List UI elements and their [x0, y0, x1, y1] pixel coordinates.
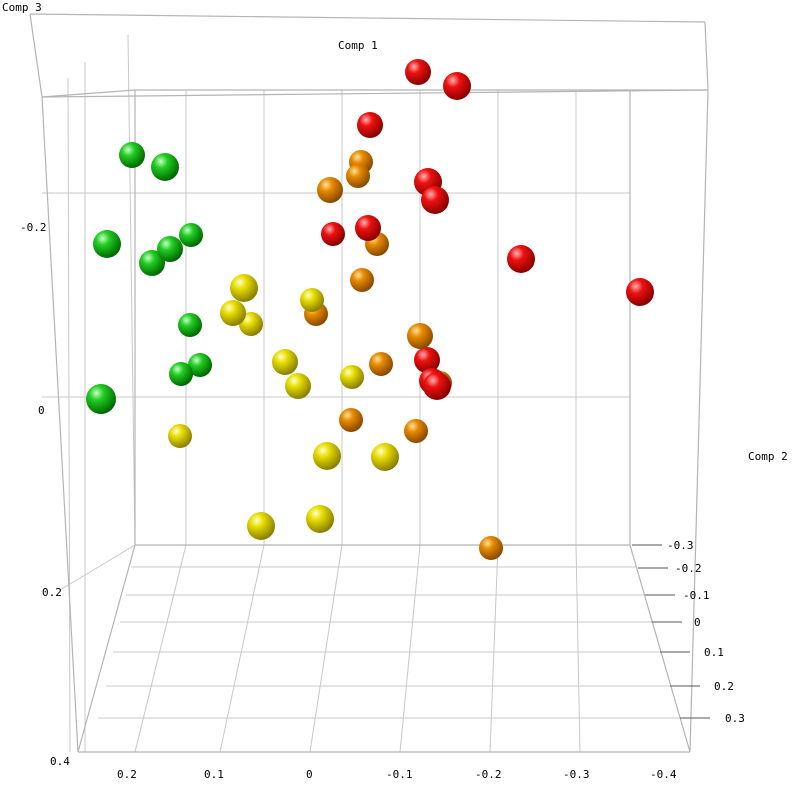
comp1-tick-label: -0.3: [563, 768, 590, 781]
data-point-orange: [339, 408, 363, 432]
data-point-yellow: [168, 424, 192, 448]
comp2-tick-label: 0.1: [704, 646, 724, 659]
comp1-tick-label: -0.4: [650, 768, 677, 781]
comp2-tick-label: -0.1: [683, 589, 710, 602]
data-point-orange: [350, 268, 374, 292]
comp1-axis-title: Comp 1: [338, 39, 378, 52]
data-point-green: [151, 153, 179, 181]
data-point-yellow: [272, 349, 298, 375]
comp1-tick-label: 0: [306, 768, 313, 781]
data-point-red: [443, 72, 471, 100]
data-point-red: [423, 372, 451, 400]
data-point-red: [357, 112, 383, 138]
data-point-yellow: [306, 505, 334, 533]
gridline: [59, 544, 136, 591]
data-point-red: [507, 245, 535, 273]
data-point-red: [321, 222, 345, 246]
data-point-yellow: [340, 365, 364, 389]
frame-edge: [41, 89, 709, 98]
gridline: [399, 544, 421, 753]
data-point-green: [188, 353, 212, 377]
comp1-tick-label: -0.1: [386, 768, 413, 781]
data-point-red: [421, 186, 449, 214]
gridline: [575, 544, 581, 753]
comp1-tick-label: 0.2: [117, 768, 137, 781]
gridline: [127, 34, 136, 546]
gridline: [219, 544, 265, 753]
comp2-tick-label: 0.3: [725, 712, 745, 725]
data-point-red: [405, 59, 431, 85]
frame-edge: [77, 544, 136, 753]
frame-edge: [41, 89, 136, 98]
comp2-tick-label: -0.2: [675, 562, 702, 575]
frame-edge: [704, 21, 709, 91]
frame-edge: [29, 13, 43, 98]
data-point-yellow: [230, 274, 258, 302]
frame-edge: [29, 13, 706, 23]
data-point-orange: [369, 352, 393, 376]
data-point-yellow: [220, 300, 246, 326]
frame-edge: [629, 544, 691, 753]
data-point-green: [178, 313, 202, 337]
comp3-tick-label: 0.4: [50, 755, 70, 768]
comp1-tick-label: 0.1: [204, 768, 224, 781]
data-point-yellow: [247, 512, 275, 540]
data-point-green: [169, 362, 193, 386]
comp3-tick-label: 0.2: [42, 586, 62, 599]
comp3-tick-label: 0: [38, 404, 45, 417]
comp2-tick-label: -0.3: [667, 539, 694, 552]
data-point-green: [119, 142, 145, 168]
data-point-green: [139, 250, 165, 276]
data-points: [86, 59, 654, 560]
data-point-red: [626, 278, 654, 306]
data-point-yellow: [285, 373, 311, 399]
frame-edge: [41, 96, 79, 753]
comp2-tick-label: 0.2: [714, 680, 734, 693]
comp2-axis-title: Comp 2: [748, 450, 788, 463]
gridline: [67, 77, 71, 753]
gridline: [309, 544, 343, 753]
data-point-orange: [407, 323, 433, 349]
comp1-tick-label: -0.2: [475, 768, 502, 781]
data-point-green: [93, 230, 121, 258]
comp2-ticks: -0.3 -0.2 -0.1 0 0.1 0.2 0.3: [632, 539, 745, 725]
comp2-tick-label: 0: [694, 616, 701, 629]
data-point-green: [86, 384, 116, 414]
data-point-yellow: [300, 288, 324, 312]
comp3-tick-label: -0.2: [20, 221, 47, 234]
data-point-red: [355, 215, 381, 241]
data-point-yellow: [313, 442, 341, 470]
data-point-orange: [479, 536, 503, 560]
gridline: [134, 544, 187, 753]
data-point-orange: [346, 164, 370, 188]
comp3-axis-title: Comp 3: [2, 1, 42, 14]
data-point-red: [414, 347, 440, 373]
data-point-yellow: [371, 443, 399, 471]
comp1-ticks: 0.2 0.1 0 -0.1 -0.2 -0.3 -0.4: [117, 768, 677, 781]
data-point-orange: [404, 419, 428, 443]
comp3-ticks: -0.2 0 0.2 0.4: [20, 221, 70, 768]
gridlines: [42, 34, 680, 753]
data-point-green: [179, 223, 203, 247]
gridline: [489, 544, 499, 753]
data-point-orange: [317, 177, 343, 203]
cube-frame: [29, 13, 709, 753]
data-point-green: [157, 236, 183, 262]
frame-edge: [689, 89, 709, 753]
